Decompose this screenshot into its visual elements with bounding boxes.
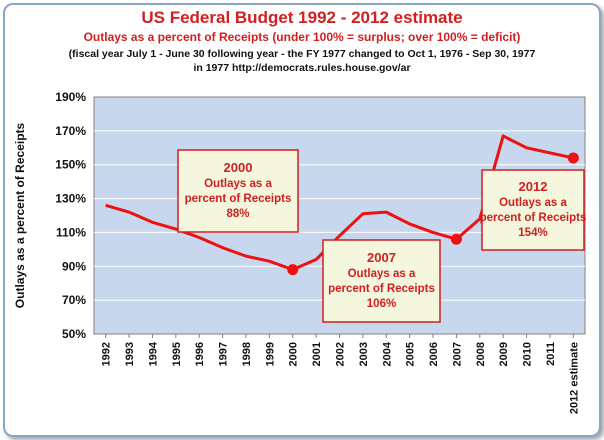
x-tick-label: 2000 — [288, 342, 300, 366]
y-tick-label: 90% — [62, 259, 86, 273]
y-tick-label: 190% — [55, 90, 86, 104]
chart-note-1: (fiscal year July 1 - June 30 following … — [68, 48, 536, 60]
x-tick-label: 2006 — [428, 342, 440, 366]
x-tick-label: 2001 — [311, 342, 323, 366]
x-tick-label: 2009 — [498, 342, 510, 366]
y-axis-label: Outlays as a percent of Receipts — [13, 122, 27, 308]
y-tick-label: 150% — [55, 158, 86, 172]
x-tick-label: 2003 — [358, 342, 370, 366]
x-tick-label: 1998 — [241, 342, 253, 366]
y-tick-label: 110% — [56, 225, 86, 239]
x-tick-label: 2005 — [405, 342, 417, 366]
x-tick-label: 1994 — [147, 341, 159, 366]
annotation-text: percent of Receipts — [185, 193, 292, 205]
x-tick-label: 1996 — [194, 342, 206, 366]
data-point-marker — [567, 152, 579, 164]
annotation-box — [177, 149, 299, 233]
x-tick-label: 2008 — [475, 342, 487, 366]
chart-subtitle: Outlays as a percent of Receipts (under … — [83, 30, 521, 44]
x-tick-label: 2007 — [451, 342, 463, 366]
x-tick-label: 2010 — [522, 342, 534, 366]
data-point-marker — [450, 233, 462, 245]
annotation-text: percent of Receipts — [480, 212, 587, 224]
annotation-box — [481, 169, 585, 251]
x-tick-label: 1995 — [171, 342, 183, 366]
x-tick-label: 1997 — [218, 342, 230, 366]
annotation-text: Outlays as a — [348, 268, 416, 280]
chart-note-2: in 1977 http://democrats.rules.house.gov… — [193, 62, 411, 74]
x-tick-label: 2012 estimate — [568, 342, 580, 414]
x-tick-label: 1992 — [101, 342, 113, 366]
chart-title: US Federal Budget 1992 - 2012 estimate — [141, 8, 463, 27]
annotation-text: percent of Receipts — [328, 283, 435, 295]
annotation-text: 2012 — [519, 179, 548, 194]
x-tick-label: 2002 — [335, 342, 347, 366]
y-tick-label: 50% — [62, 327, 86, 341]
y-tick-label: 130% — [55, 192, 86, 206]
x-tick-label: 1993 — [124, 342, 136, 366]
annotation-box — [322, 239, 441, 323]
annotation-text: 88% — [226, 208, 249, 220]
y-tick-label: 70% — [62, 293, 86, 307]
annotation-text: 106% — [367, 298, 396, 310]
annotation-text: Outlays as a — [204, 178, 272, 190]
data-point-marker — [287, 264, 299, 276]
y-tick-label: 170% — [55, 124, 86, 138]
annotation-text: 2007 — [367, 250, 396, 265]
annotation-text: 154% — [518, 227, 547, 239]
annotation-text: Outlays as a — [499, 197, 567, 209]
x-tick-label: 1999 — [264, 342, 276, 366]
x-tick-label: 2004 — [381, 341, 393, 366]
annotation-text: 2000 — [224, 160, 253, 175]
x-tick-label: 2011 — [545, 342, 557, 366]
